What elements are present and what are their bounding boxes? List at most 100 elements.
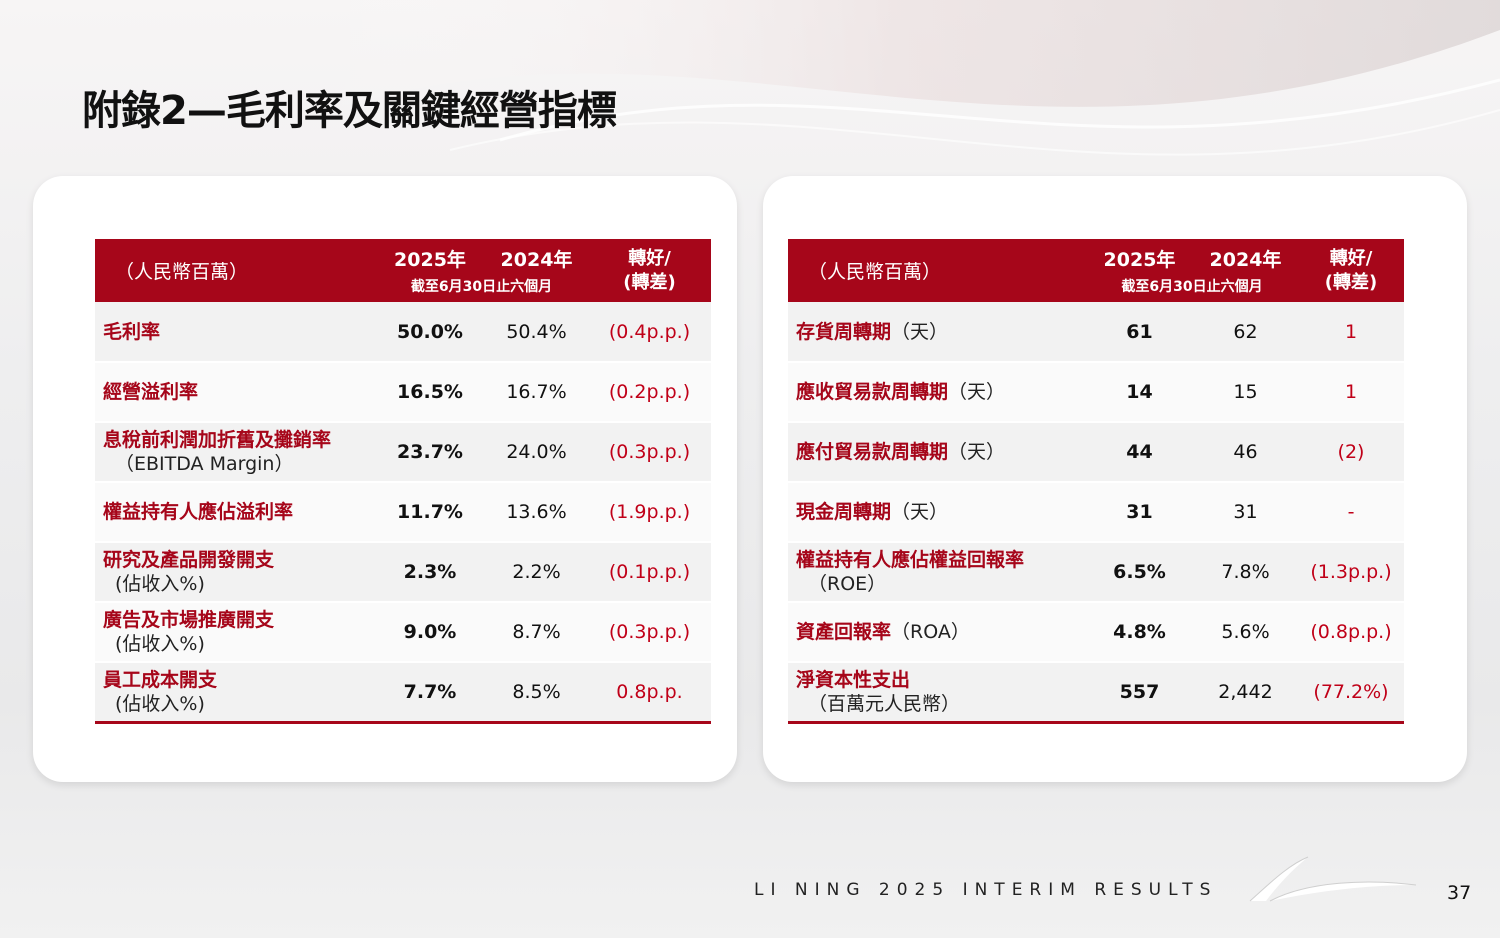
row-label-cell: 淨資本性支出 （百萬元人民幣） [788, 662, 1086, 724]
period-label: 截至6月30日止六個月 [410, 278, 553, 295]
value-2025: 23.7% [375, 422, 485, 483]
value-2024: 62 [1193, 302, 1298, 363]
value-2025: 9.0% [375, 602, 485, 663]
row-label-cell: 權益持有人應佔溢利率 [95, 482, 375, 543]
value-change: (0.2p.p.) [588, 362, 711, 423]
li-ning-logo [1249, 856, 1417, 902]
value-2024: 8.7% [485, 602, 588, 663]
row-label-unit: （天） [891, 501, 949, 523]
year-prior: 2024年 [500, 248, 573, 271]
value-2024: 24.0% [485, 422, 588, 483]
value-2025: 11.7% [375, 482, 485, 543]
background-swoosh [300, 0, 1500, 156]
table-row: 研究及產品開發開支 (佔收入%) 2.3% 2.2% (0.1p.p.) [95, 542, 711, 603]
row-label: 廣告及市場推廣開支 [103, 609, 275, 631]
value-2025: 7.7% [375, 662, 485, 724]
unit-label: （人民幣百萬） [808, 261, 942, 283]
row-label: 員工成本開支 [103, 668, 218, 691]
row-label: 應付貿易款周轉期 [796, 441, 949, 463]
right-panel: （人民幣百萬） 2025年 2024年 截至6月30日止六個月 轉好/ (轉差)… [763, 176, 1467, 782]
value-change: 1 [1298, 362, 1404, 423]
row-label: 存貨周轉期 [796, 320, 892, 343]
row-label: 研究及產品開發開支 [103, 549, 275, 571]
row-label-note: (佔收入%) [115, 633, 205, 655]
period-header: 2025年 2024年 截至6月30日止六個月 [375, 239, 588, 302]
value-2024: 5.6% [1193, 602, 1298, 663]
period-label: 截至6月30日止六個月 [1121, 278, 1263, 295]
page-number: 37 [1447, 882, 1472, 904]
value-change: (0.8p.p.) [1298, 602, 1404, 663]
table-header: （人民幣百萬） 2025年 2024年 截至6月30日止六個月 轉好/ (轉差) [788, 239, 1404, 302]
value-2024: 2,442 [1193, 662, 1298, 724]
row-label-unit: （天） [891, 320, 949, 343]
value-2024: 2.2% [485, 542, 588, 603]
period-header: 2025年 2024年 截至6月30日止六個月 [1086, 239, 1298, 302]
page-title: 附錄2—毛利率及關鍵經營指標 [82, 88, 617, 134]
value-2024: 31 [1193, 482, 1298, 543]
value-change: (77.2%) [1298, 662, 1404, 724]
value-change: - [1298, 482, 1404, 543]
row-label: 資產回報率 [796, 621, 892, 643]
table-row: 員工成本開支 (佔收入%) 7.7% 8.5% 0.8p.p. [95, 662, 711, 724]
margin-table: （人民幣百萬） 2025年 2024年 截至6月30日止六個月 轉好/ (轉差)… [95, 239, 711, 724]
value-change: (0.3p.p.) [588, 602, 711, 663]
change-header: 轉好/ (轉差) [1324, 247, 1378, 293]
table-row: 權益持有人應佔溢利率 11.7% 13.6% (1.9p.p.) [95, 482, 711, 543]
row-label-note: （ROE） [808, 573, 887, 595]
value-change: (1.9p.p.) [588, 482, 711, 543]
table-row: 存貨周轉期（天） 61 62 1 [788, 302, 1404, 363]
value-2024: 46 [1193, 422, 1298, 483]
footer-text: LI NING 2025 INTERIM RESULTS [754, 880, 1218, 900]
operating-indicator-table: （人民幣百萬） 2025年 2024年 截至6月30日止六個月 轉好/ (轉差)… [788, 239, 1404, 724]
table-row: 現金周轉期（天） 31 31- [788, 482, 1404, 543]
row-label-cell: 應收貿易款周轉期（天） [788, 362, 1086, 423]
value-change: 0.8p.p. [588, 662, 711, 724]
value-2024: 7.8% [1193, 542, 1298, 603]
table-row: 資產回報率（ROA） 4.8% 5.6% (0.8p.p.) [788, 602, 1404, 663]
value-2024: 50.4% [485, 302, 588, 363]
row-label-note: （百萬元人民幣） [808, 692, 961, 715]
value-change: (0.1p.p.) [588, 542, 711, 603]
year-prior: 2024年 [1209, 248, 1282, 271]
row-label-unit: （天） [948, 441, 1006, 463]
row-label-note: （EBITDA Margin） [115, 453, 294, 475]
value-2025: 14 [1086, 362, 1193, 423]
value-2025: 50.0% [375, 302, 485, 363]
row-label: 毛利率 [103, 320, 161, 343]
row-label-cell: 資產回報率（ROA） [788, 602, 1086, 663]
value-2025: 44 [1086, 422, 1193, 483]
row-label-cell: 員工成本開支 (佔收入%) [95, 662, 375, 724]
table-row: 應收貿易款周轉期（天） 14 15 1 [788, 362, 1404, 423]
table-row: 息稅前利潤加折舊及攤銷率 （EBITDA Margin） 23.7% 24.0% (0.… [95, 422, 711, 483]
table-row: 毛利率 50.0% 50.4% (0.4p.p.) [95, 302, 711, 363]
table-row: 淨資本性支出 （百萬元人民幣） 557 2,442 (77.2%) [788, 662, 1404, 724]
left-panel: （人民幣百萬） 2025年 2024年 截至6月30日止六個月 轉好/ (轉差)… [33, 176, 737, 782]
row-label-cell: 現金周轉期（天） [788, 482, 1086, 543]
table-row: 廣告及市場推廣開支 (佔收入%) 9.0% 8.7% (0.3p.p.) [95, 602, 711, 663]
value-2025: 557 [1086, 662, 1193, 724]
value-change: (2) [1298, 422, 1404, 483]
row-label-unit: （天） [948, 381, 1006, 403]
row-label: 權益持有人應佔權益回報率 [796, 549, 1025, 571]
row-label: 應收貿易款周轉期 [796, 381, 949, 403]
row-label: 現金周轉期 [796, 501, 892, 523]
row-label-note: (佔收入%) [115, 692, 205, 715]
value-2025: 2.3% [375, 542, 485, 603]
value-2024: 13.6% [485, 482, 588, 543]
year-current: 2025年 [1103, 248, 1176, 271]
table-row: 應付貿易款周轉期（天） 44 46 (2) [788, 422, 1404, 483]
value-2025: 16.5% [375, 362, 485, 423]
value-change: (0.3p.p.) [588, 422, 711, 483]
row-label-cell: 息稅前利潤加折舊及攤銷率 （EBITDA Margin） [95, 422, 375, 483]
value-change: (0.4p.p.) [588, 302, 711, 363]
row-label: 淨資本性支出 [796, 668, 911, 691]
change-header: 轉好/ (轉差) [623, 247, 676, 293]
row-label-unit: （ROA） [891, 621, 970, 643]
row-label: 經營溢利率 [103, 381, 199, 403]
value-change: (1.3p.p.) [1298, 542, 1404, 603]
row-label-cell: 研究及產品開發開支 (佔收入%) [95, 542, 375, 603]
row-label-cell: 毛利率 [95, 302, 375, 363]
value-2024: 8.5% [485, 662, 588, 724]
value-change: 1 [1298, 302, 1404, 363]
row-label-cell: 廣告及市場推廣開支 (佔收入%) [95, 602, 375, 663]
